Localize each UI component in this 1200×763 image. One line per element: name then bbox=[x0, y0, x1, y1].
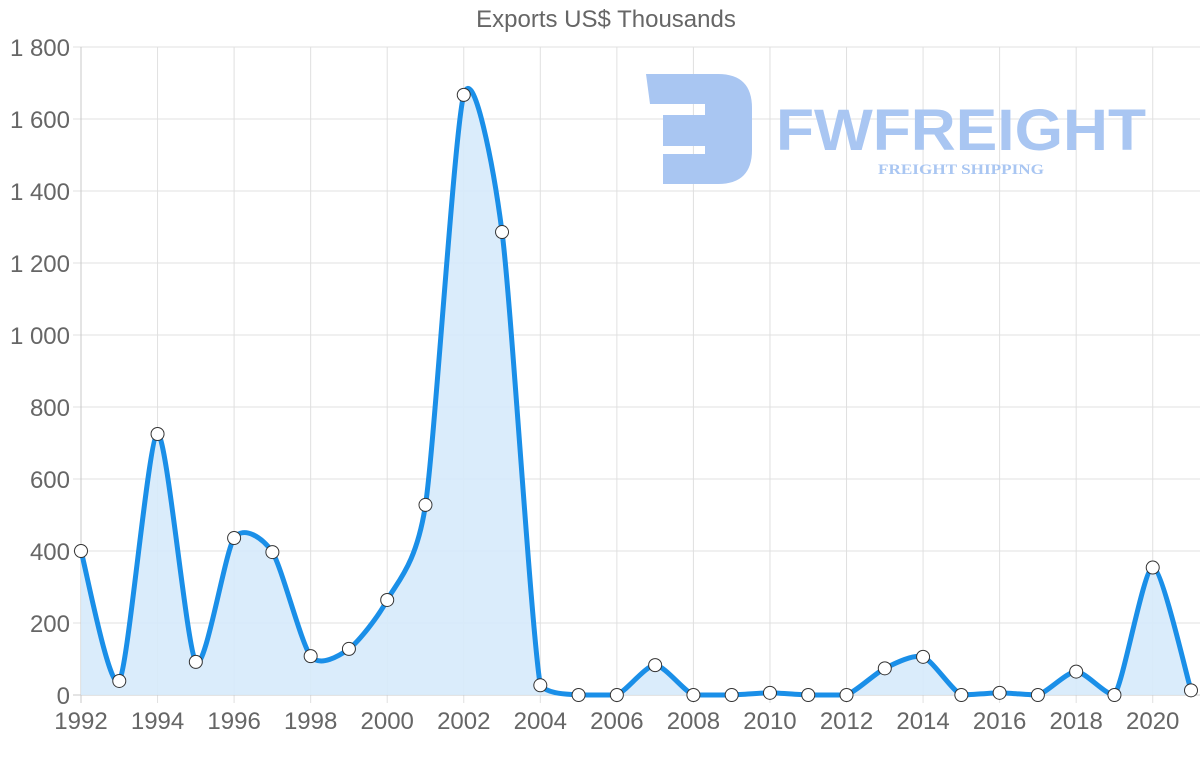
data-point[interactable] bbox=[303, 649, 318, 664]
x-tick-label: 1998 bbox=[284, 708, 337, 735]
data-point[interactable] bbox=[954, 688, 969, 702]
data-point[interactable] bbox=[341, 641, 356, 656]
data-point[interactable] bbox=[839, 688, 854, 702]
x-tick-label: 1994 bbox=[131, 708, 184, 735]
x-tick-label: 2012 bbox=[820, 708, 873, 735]
y-tick-label: 200 bbox=[30, 611, 70, 638]
x-tick-label: 2008 bbox=[667, 708, 720, 735]
x-tick-label: 1996 bbox=[207, 708, 260, 735]
y-tick-label: 0 bbox=[57, 683, 70, 710]
data-point[interactable] bbox=[495, 225, 510, 240]
x-tick-label: 2006 bbox=[590, 708, 643, 735]
data-point[interactable] bbox=[1069, 664, 1084, 679]
x-tick-label: 1992 bbox=[54, 708, 107, 735]
data-point[interactable] bbox=[801, 688, 816, 702]
watermark-brand: FWFREIGHT bbox=[776, 98, 1146, 163]
data-point[interactable] bbox=[150, 427, 165, 441]
x-tick-label: 2016 bbox=[973, 708, 1026, 735]
data-point[interactable] bbox=[916, 649, 931, 664]
data-point[interactable] bbox=[686, 688, 701, 702]
data-point[interactable] bbox=[74, 544, 88, 558]
x-axis: 1992 1994 1996 1998 2000 2002 2004 2006 2008 2010… bbox=[54, 708, 1179, 735]
fwfreight-logo-icon bbox=[646, 74, 752, 184]
y-tick-label: 1 600 bbox=[10, 107, 70, 134]
data-line bbox=[78, 85, 1194, 698]
data-point[interactable] bbox=[571, 688, 586, 702]
data-point[interactable] bbox=[188, 654, 203, 669]
area-fill bbox=[81, 88, 1191, 695]
data-point[interactable] bbox=[648, 658, 663, 673]
y-tick-label: 1 800 bbox=[10, 35, 70, 62]
x-tick-label: 2010 bbox=[743, 708, 796, 735]
x-tick-label: 2002 bbox=[437, 708, 490, 735]
series-line bbox=[78, 85, 1194, 698]
x-tick-label: 2000 bbox=[361, 708, 414, 735]
data-point[interactable] bbox=[724, 688, 739, 702]
y-tick-label: 800 bbox=[30, 395, 70, 422]
y-tick-label: 400 bbox=[30, 539, 70, 566]
x-tick-label: 2018 bbox=[1049, 708, 1102, 735]
data-point[interactable] bbox=[1030, 688, 1045, 702]
data-point[interactable] bbox=[380, 592, 395, 607]
data-points bbox=[74, 87, 1198, 702]
data-point[interactable] bbox=[1184, 683, 1198, 698]
y-tick-label: 1 400 bbox=[10, 179, 70, 206]
data-point[interactable] bbox=[533, 678, 548, 693]
watermark-tagline: FREIGHT SHIPPING bbox=[878, 162, 1044, 178]
data-point[interactable] bbox=[112, 673, 127, 688]
x-tick-label: 2014 bbox=[896, 708, 949, 735]
y-tick-label: 1 200 bbox=[10, 251, 70, 278]
data-point[interactable] bbox=[1107, 688, 1122, 702]
data-point[interactable] bbox=[418, 497, 433, 512]
x-tick-label: 2020 bbox=[1126, 708, 1179, 735]
area-fill-path bbox=[81, 88, 1191, 695]
data-point[interactable] bbox=[877, 661, 892, 676]
y-axis: 0 200 400 600 800 1 000 1 200 1 400 1 600 1 800 bbox=[10, 35, 70, 710]
y-tick-label: 600 bbox=[30, 467, 70, 494]
data-point[interactable] bbox=[456, 87, 471, 102]
data-point[interactable] bbox=[609, 688, 624, 702]
chart-title: Exports US$ Thousands bbox=[476, 6, 736, 33]
data-point[interactable] bbox=[227, 531, 242, 546]
data-point[interactable] bbox=[1145, 560, 1160, 575]
y-tick-label: 1 000 bbox=[10, 323, 70, 350]
data-point[interactable] bbox=[762, 685, 777, 700]
x-tick-label: 2004 bbox=[514, 708, 567, 735]
data-point[interactable] bbox=[992, 685, 1007, 700]
data-point[interactable] bbox=[265, 545, 280, 560]
